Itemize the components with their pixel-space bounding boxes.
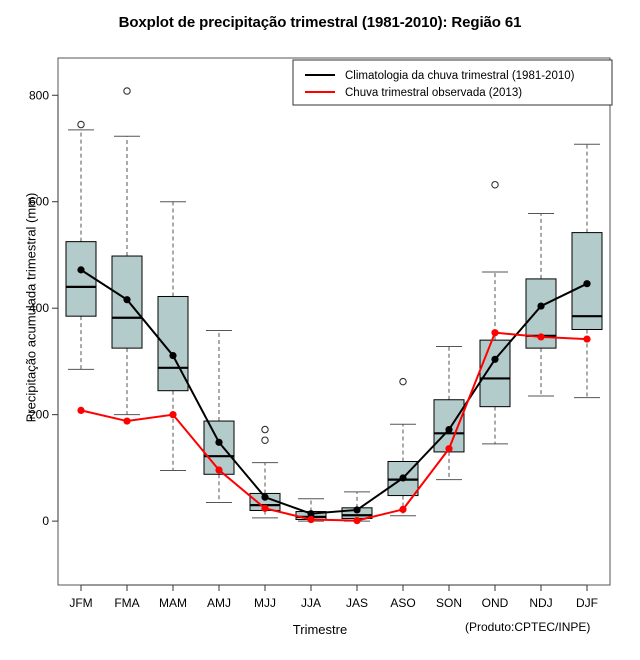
series-point xyxy=(123,417,131,425)
x-tick-label: FMA xyxy=(114,596,139,610)
series-point xyxy=(537,302,545,310)
series-climatology xyxy=(77,266,591,518)
box-iqr xyxy=(433,399,465,453)
series-point xyxy=(169,351,177,360)
series-group xyxy=(77,266,591,525)
x-tick-label: OND xyxy=(482,596,509,610)
series-point xyxy=(215,466,223,474)
boxplot-box xyxy=(65,120,97,370)
boxplot-box xyxy=(203,330,235,503)
outlier-point xyxy=(491,180,499,189)
series-point xyxy=(491,355,499,363)
x-tick-label: JJA xyxy=(301,596,321,610)
outlier-point xyxy=(261,425,269,434)
boxplot-box xyxy=(479,91,511,445)
box-group xyxy=(65,81,603,522)
x-tick-label: DJF xyxy=(576,596,598,610)
series-point xyxy=(353,506,361,514)
series-point xyxy=(169,411,177,419)
boxplot-box xyxy=(111,87,143,416)
boxplot-box xyxy=(571,143,603,399)
series-point xyxy=(445,445,453,453)
series-point xyxy=(399,505,407,514)
series-line xyxy=(80,269,588,515)
box-iqr xyxy=(203,420,235,475)
series-point xyxy=(77,266,85,274)
outlier-point xyxy=(399,377,407,386)
boxplot-box xyxy=(525,81,557,397)
x-tick-label: NDJ xyxy=(529,596,552,610)
series-point xyxy=(583,335,591,343)
series-point xyxy=(307,510,315,518)
series-point xyxy=(123,296,131,304)
series-line xyxy=(80,331,588,522)
y-tick-label: 400 xyxy=(29,301,49,315)
series-point xyxy=(537,333,545,341)
x-axis: JFM FMA MAM AMJ MJJ JJA JAS ASO SON OND NDJ DJF xyxy=(69,584,598,610)
y-tick-label: 0 xyxy=(42,514,49,528)
series-point xyxy=(583,280,591,288)
outlier-point xyxy=(123,87,131,95)
x-tick-label: AMJ xyxy=(207,596,231,610)
series-point xyxy=(261,504,269,512)
series-point xyxy=(491,329,499,337)
series-point xyxy=(261,493,269,501)
series-point xyxy=(353,516,361,525)
series-point xyxy=(445,425,453,434)
page-title: Boxplot de precipitação trimestral (1981… xyxy=(118,14,522,31)
y-axis: 0 200 400 600 800 xyxy=(29,88,59,528)
x-tick-label: MJJ xyxy=(254,596,276,610)
series-observed xyxy=(77,329,591,525)
legend-label: Chuva trimestral observada (2013) xyxy=(345,87,522,99)
box-iqr xyxy=(479,339,511,408)
x-tick-label: ASO xyxy=(390,596,415,610)
legend-item: Climatologia da chuva trimestral (1981-2… xyxy=(305,70,575,82)
x-axis-label: Trimestre xyxy=(292,622,348,637)
outlier-point xyxy=(261,436,269,444)
x-tick-label: JAS xyxy=(346,596,368,610)
legend-box xyxy=(292,59,613,106)
series-point xyxy=(215,438,223,446)
outlier-point xyxy=(77,120,85,129)
series-point xyxy=(399,474,407,482)
x-tick-label: JFM xyxy=(69,596,92,610)
credit-annotation: (Produto:CPTEC/INPE) xyxy=(465,620,591,634)
boxplot-box xyxy=(249,425,281,519)
legend-label: Climatologia da chuva trimestral (1981-2… xyxy=(345,70,575,82)
boxplot-box xyxy=(157,201,189,472)
series-point xyxy=(77,406,85,414)
y-tick-label: 200 xyxy=(29,408,49,422)
series-point xyxy=(307,515,315,524)
x-tick-label: MAM xyxy=(159,596,187,610)
y-tick-label: 600 xyxy=(29,195,49,209)
box-iqr xyxy=(65,241,97,317)
y-tick-label: 800 xyxy=(29,88,49,102)
x-tick-label: SON xyxy=(436,596,462,610)
legend-item: Chuva trimestral observada (2013) xyxy=(305,87,522,99)
legend: Climatologia da chuva trimestral (1981-2… xyxy=(292,59,613,106)
